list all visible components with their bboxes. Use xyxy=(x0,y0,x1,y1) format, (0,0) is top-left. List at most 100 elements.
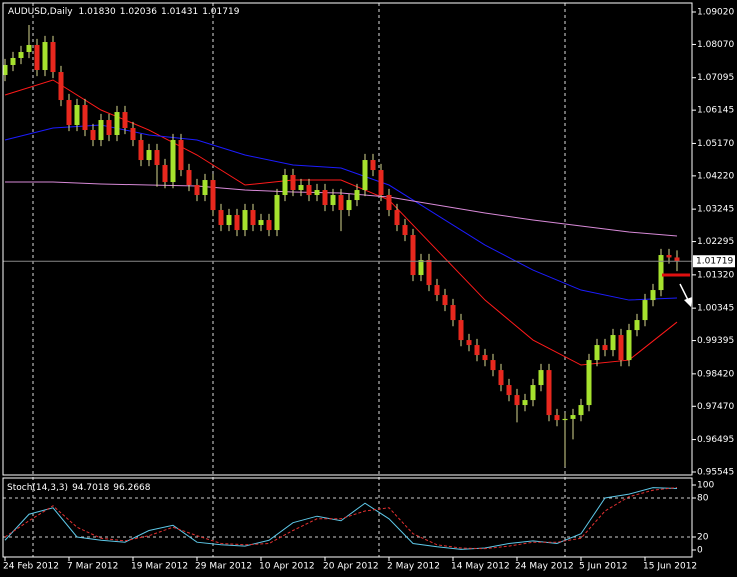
y2-tick-label: 0 xyxy=(697,545,703,555)
x-tick-label: 14 May 2012 xyxy=(451,562,510,572)
candle-body xyxy=(218,210,224,226)
y-tick-label: 1.09020 xyxy=(697,8,734,18)
candle-body xyxy=(618,335,624,361)
candle-body xyxy=(170,140,176,183)
x-tick-label: 5 Jun 2012 xyxy=(579,562,627,572)
sub-frame xyxy=(2,477,693,558)
main-frame xyxy=(2,2,693,476)
candle-body xyxy=(178,140,184,171)
candle-body xyxy=(154,150,160,166)
y-tick-label: 1.02295 xyxy=(697,237,734,247)
arrow-head xyxy=(684,297,692,307)
candle-body xyxy=(642,300,648,321)
candle-body xyxy=(186,170,192,186)
candle-body xyxy=(226,215,232,226)
candle-body xyxy=(362,160,368,191)
candle-body xyxy=(466,340,472,346)
y-tick-label: 1.00345 xyxy=(697,304,734,314)
candle-body xyxy=(482,355,488,361)
candle-body xyxy=(666,255,672,258)
candle-body xyxy=(386,195,392,211)
candle-body xyxy=(82,104,88,131)
candle-body xyxy=(314,190,320,196)
candle-body xyxy=(322,190,328,206)
y-tick-label: 1.04220 xyxy=(697,171,734,181)
candle-body xyxy=(274,195,280,231)
candle-body xyxy=(402,225,408,236)
candle-body xyxy=(346,200,352,211)
y-tick-label: 1.06145 xyxy=(697,106,734,116)
candle-body xyxy=(474,345,480,356)
candle-body xyxy=(258,220,264,226)
ohlc-close: 1.01719 xyxy=(202,7,239,17)
x-tick-label: 2 May 2012 xyxy=(387,562,440,572)
y-tick-label: 1.05170 xyxy=(697,139,734,149)
candle-body xyxy=(410,235,416,276)
candle-body xyxy=(434,285,440,296)
y2-tick-label: 80 xyxy=(697,494,709,504)
candle-body xyxy=(594,345,600,361)
candle-body xyxy=(610,335,616,351)
candle-body xyxy=(18,52,24,58)
candle-body xyxy=(66,100,72,126)
y-tick-label: 0.95545 xyxy=(697,467,734,477)
y-tick-label: 1.07095 xyxy=(697,73,734,83)
y-tick-label: 1.01320 xyxy=(697,270,734,280)
candle-body xyxy=(210,180,216,211)
indicator-title: Stoch(14,3,3) 94.7018 96.2668 xyxy=(7,483,151,493)
candle-body xyxy=(522,400,528,406)
candle-body xyxy=(538,370,544,386)
period-separators xyxy=(32,3,566,557)
stoch-name: Stoch(14,3,3) xyxy=(7,483,68,493)
candle-body xyxy=(546,370,552,416)
y2-tick-label: 100 xyxy=(697,481,714,491)
candle-body xyxy=(394,210,400,226)
candle-body xyxy=(202,180,208,196)
candle-body xyxy=(450,305,456,321)
candle-body xyxy=(530,385,536,401)
candle-body xyxy=(562,418,568,421)
candle-body xyxy=(290,175,296,191)
candle-body xyxy=(658,255,664,291)
candle-body xyxy=(554,415,560,421)
x-tick-label: 20 Apr 2012 xyxy=(323,562,379,572)
candle-body xyxy=(10,57,16,65)
candle-body xyxy=(490,360,496,371)
candle-body xyxy=(162,165,168,183)
candle-body xyxy=(138,140,144,161)
candle-body xyxy=(634,320,640,331)
candle-body xyxy=(338,195,344,211)
candle-body xyxy=(378,170,384,196)
y-tick-label: 1.03245 xyxy=(697,205,734,215)
candle-body xyxy=(458,320,464,341)
candle-body xyxy=(370,160,376,171)
x-tick-label: 24 May 2012 xyxy=(515,562,574,572)
y-tick-label: 0.97470 xyxy=(697,402,734,412)
x-tick-label: 19 Mar 2012 xyxy=(131,562,188,572)
candle-body xyxy=(674,257,680,262)
ohlc-open: 1.01830 xyxy=(79,7,116,17)
candle-body xyxy=(586,360,592,406)
candle-body xyxy=(506,385,512,396)
candle-body xyxy=(114,112,120,136)
plot-layer xyxy=(2,24,692,550)
candle-body xyxy=(42,42,48,71)
candle-body xyxy=(90,130,96,141)
candle-body xyxy=(306,185,312,196)
ohlc-low: 1.01431 xyxy=(161,7,198,17)
candle-body xyxy=(98,120,104,141)
candle-body xyxy=(602,345,608,351)
arrow xyxy=(679,283,692,307)
candle-body xyxy=(514,395,520,406)
x-tick-label: 15 Jun 2012 xyxy=(643,562,697,572)
candle-body xyxy=(418,260,424,276)
candle-body xyxy=(570,415,576,419)
price-label: 1.01719 xyxy=(696,257,733,267)
y2-tick-label: 20 xyxy=(697,532,709,542)
stoch-line xyxy=(4,486,678,550)
candle-body xyxy=(426,260,432,286)
y-tick-label: 0.98420 xyxy=(697,369,734,379)
